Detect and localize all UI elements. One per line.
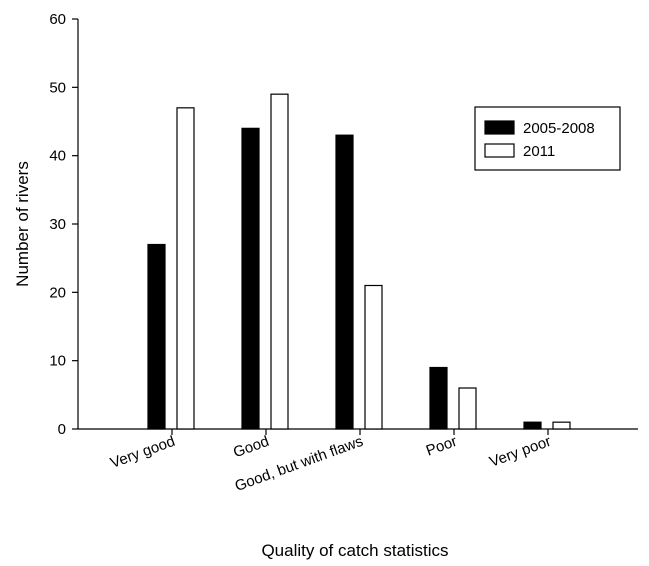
bar-series2: [176, 107, 195, 430]
legend: 2005-2008 2011: [474, 106, 621, 171]
x-tick-label: Very poor: [487, 433, 553, 471]
bar-series1: [335, 134, 354, 430]
y-tick-label: 0: [58, 421, 66, 438]
legend-swatch-2005-2008: [484, 120, 515, 135]
bar-series2: [552, 421, 571, 430]
x-tick-label: Poor: [424, 433, 460, 460]
x-axis-title: Quality of catch statistics: [261, 541, 448, 560]
x-tick-label: Very good: [108, 433, 177, 472]
bar-series1: [523, 421, 542, 430]
y-tick-label: 50: [49, 79, 66, 96]
legend-label-2005-2008: 2005-2008: [523, 120, 595, 137]
bar-series2: [364, 284, 383, 430]
y-tick-label: 60: [49, 11, 66, 28]
bar-series1: [147, 243, 166, 430]
bar-series1: [429, 366, 448, 430]
x-tick-label: Good: [231, 433, 271, 462]
y-axis: 0 10 20 30 40 50 60: [49, 11, 78, 438]
legend-label-2011: 2011: [523, 143, 555, 160]
bars: [147, 93, 571, 430]
legend-swatch-2011: [484, 143, 515, 158]
y-tick-label: 10: [49, 353, 66, 370]
bar-series1: [241, 127, 260, 430]
bar-series2: [270, 93, 289, 430]
y-axis-title: Number of rivers: [13, 161, 32, 287]
y-tick-label: 20: [49, 284, 66, 301]
y-tick-label: 30: [49, 216, 66, 233]
legend-box: [474, 106, 621, 171]
y-tick-label: 40: [49, 148, 66, 165]
bar-series2: [458, 387, 477, 430]
